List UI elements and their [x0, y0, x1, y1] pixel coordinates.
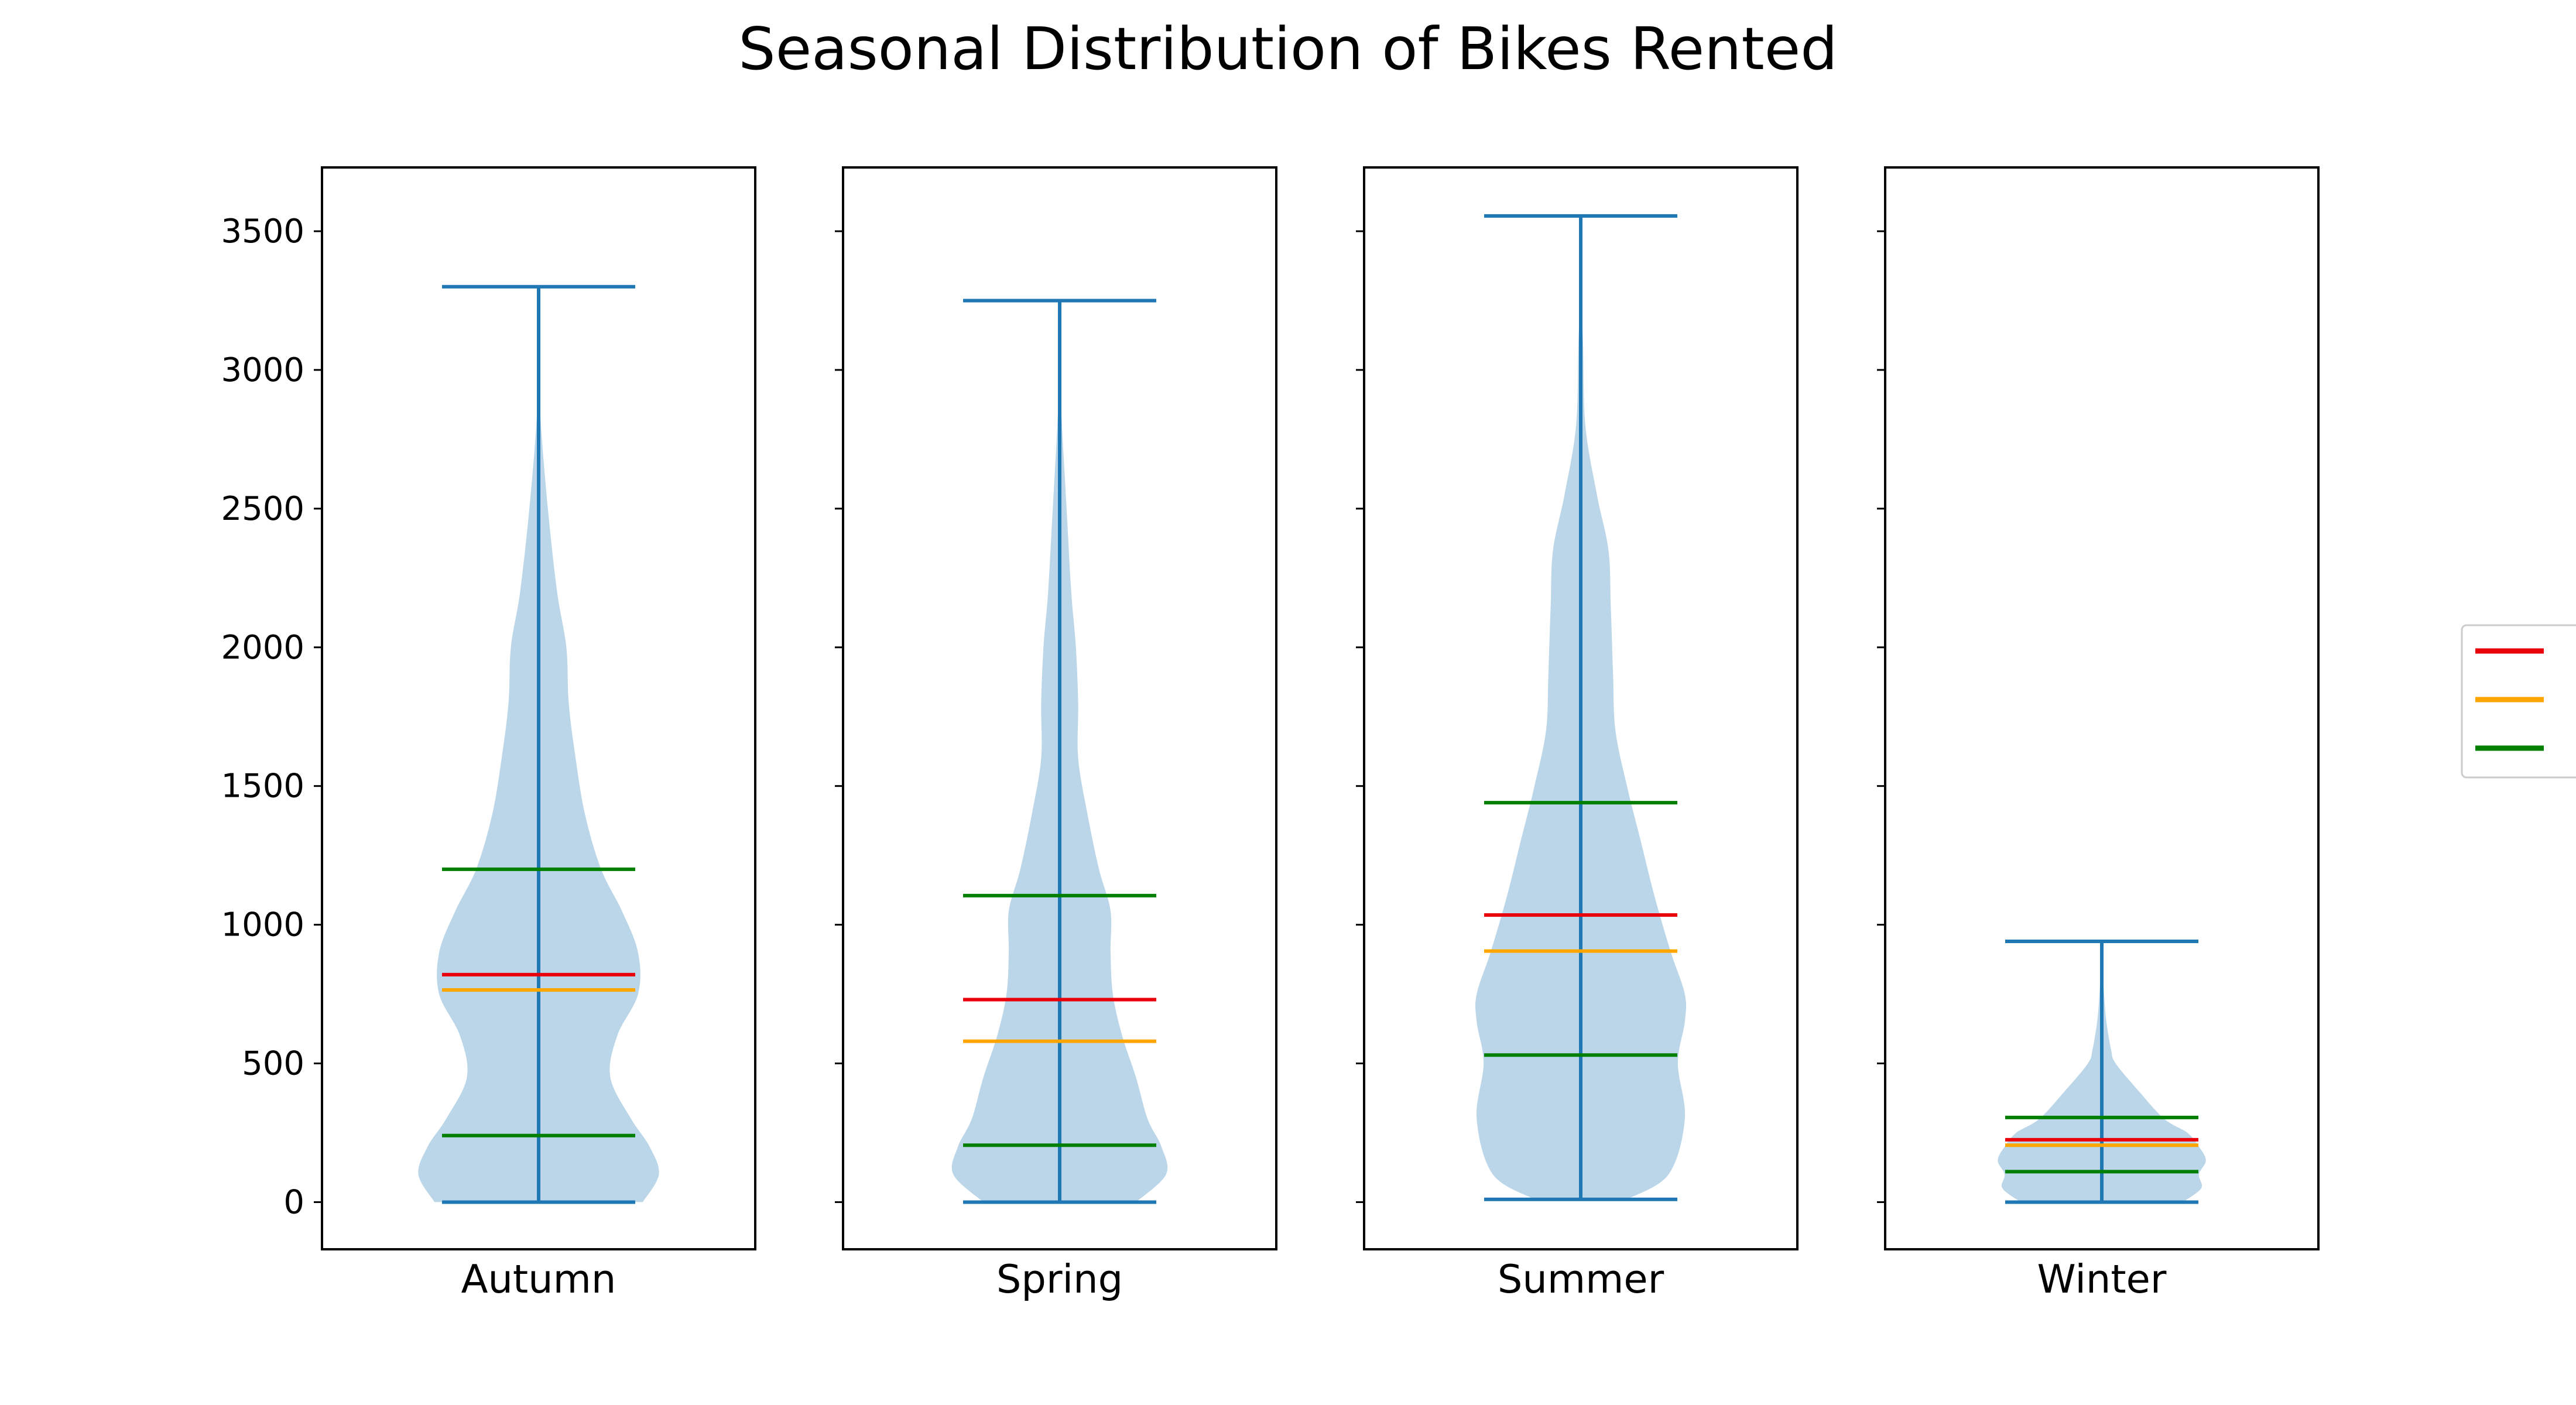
chart-title: Seasonal Distribution of Bikes Rented — [738, 15, 1837, 83]
panel-frame-autumn — [321, 166, 756, 1250]
panel-frame-winter — [1884, 166, 2320, 1250]
violin-panels: 0 500 1000 1500 2000 2500 3000 3500 Autumn Spring… — [221, 166, 2320, 1302]
panel-autumn: 0 500 1000 1500 2000 2500 3000 3500 Autumn — [221, 166, 756, 1302]
y-tick-label: 1500 — [221, 767, 304, 806]
panel-frame-spring — [842, 166, 1277, 1250]
y-tick-label: 500 — [242, 1045, 304, 1083]
x-category-label-summer: Summer — [1498, 1256, 1664, 1302]
panel-frame-summer — [1363, 166, 1799, 1250]
y-tick-label: 3500 — [221, 213, 304, 251]
y-tick-label: 1000 — [221, 906, 304, 944]
y-tick-label: 0 — [283, 1183, 304, 1221]
x-category-label-winter: Winter — [2037, 1256, 2167, 1302]
y-tick-label: 2000 — [221, 629, 304, 667]
panel-winter: Winter — [1877, 166, 2320, 1302]
panel-spring: Spring — [835, 166, 1277, 1302]
y-tick-label: 3000 — [221, 351, 304, 389]
panel-summer: Summer — [1356, 166, 1799, 1302]
y-tick-label: 2500 — [221, 490, 304, 528]
x-category-label-spring: Spring — [996, 1256, 1123, 1302]
x-category-label-autumn: Autumn — [461, 1256, 616, 1302]
legend — [2461, 624, 2576, 779]
